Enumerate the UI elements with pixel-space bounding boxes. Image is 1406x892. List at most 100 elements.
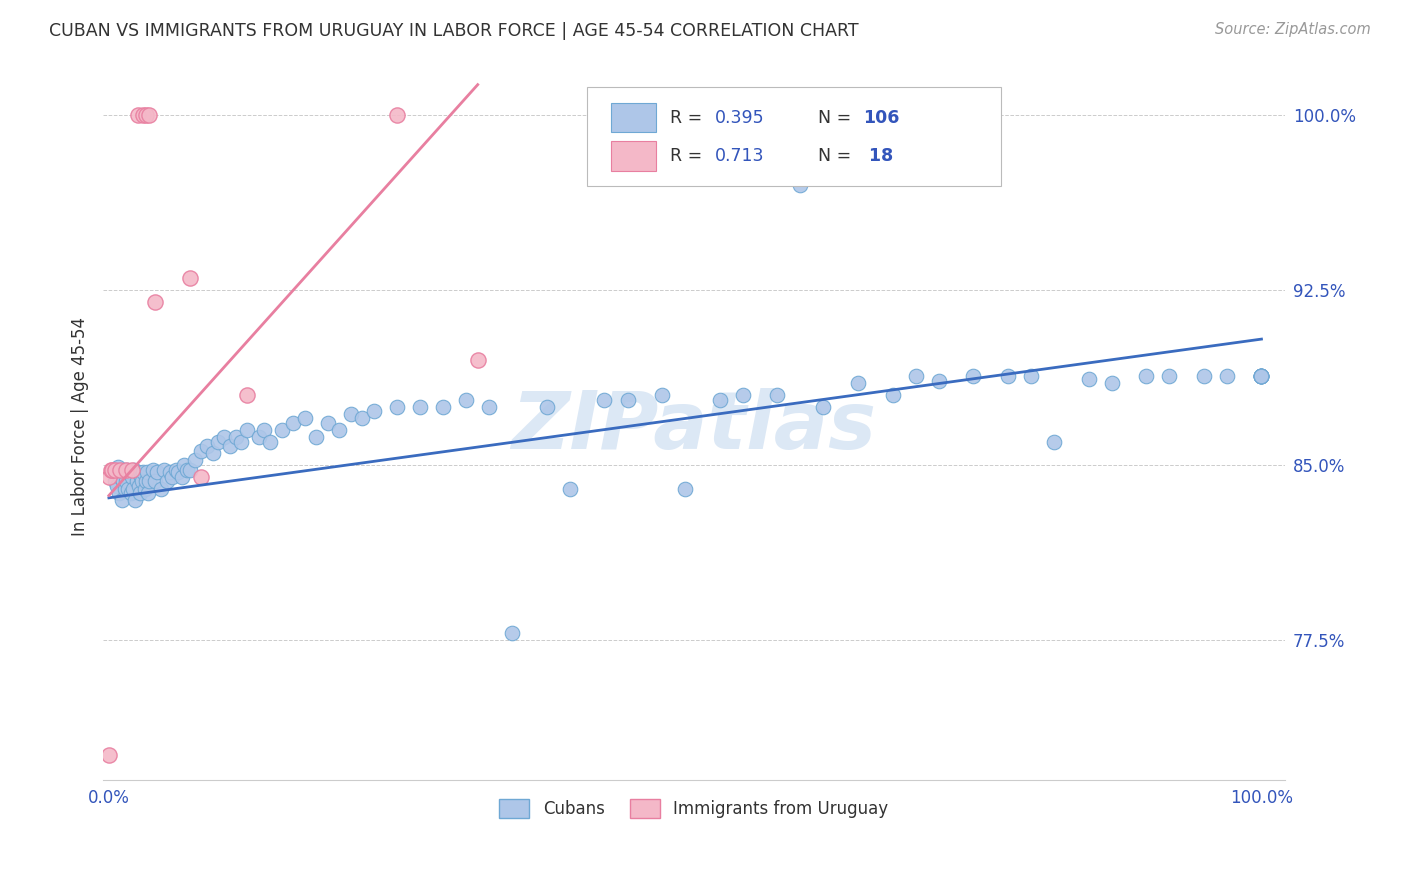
Point (122, 482, 145, 496)
Point (146, 465, 169, 479)
Point (201, 446, 224, 460)
Point (155, 475, 177, 489)
Text: Source: ZipAtlas.com: Source: ZipAtlas.com (1215, 22, 1371, 37)
Point (179, 463, 201, 477)
Legend: Cubans, Immigrants from Uruguay: Cubans, Immigrants from Uruguay (494, 792, 894, 825)
Point (1159, 369, 1181, 384)
Point (132, 108, 155, 122)
Point (142, 463, 165, 477)
Point (247, 430, 270, 444)
Point (110, 463, 132, 477)
Point (165, 463, 187, 477)
Point (136, 486, 159, 500)
Point (120, 486, 142, 500)
Point (114, 482, 136, 496)
Point (1250, 369, 1272, 384)
Point (129, 470, 152, 484)
Point (385, 400, 408, 414)
Point (1250, 369, 1272, 384)
Point (207, 434, 229, 449)
Point (813, 400, 835, 414)
Y-axis label: In Labor Force | Age 45-54: In Labor Force | Age 45-54 (72, 318, 89, 536)
Point (159, 465, 181, 479)
Point (179, 271, 201, 285)
Point (236, 388, 259, 402)
Point (305, 430, 328, 444)
Text: CUBAN VS IMMIGRANTS FROM URUGUAY IN LABOR FORCE | AGE 45-54 CORRELATION CHART: CUBAN VS IMMIGRANTS FROM URUGUAY IN LABO… (49, 22, 859, 40)
Point (1101, 376, 1123, 391)
Point (1135, 369, 1157, 384)
Point (173, 458, 195, 472)
Text: 18: 18 (863, 147, 893, 165)
Point (352, 411, 374, 425)
Point (149, 482, 172, 496)
Point (97, 747, 120, 762)
Point (340, 407, 363, 421)
FancyBboxPatch shape (612, 103, 657, 132)
Point (253, 423, 276, 437)
Point (432, 400, 454, 414)
Point (385, 108, 408, 122)
Point (231, 434, 253, 449)
Point (184, 453, 207, 467)
Point (128, 479, 150, 493)
Point (456, 392, 478, 407)
Point (997, 369, 1019, 384)
Point (904, 369, 927, 384)
Point (100, 463, 122, 477)
Point (283, 416, 305, 430)
Point (962, 369, 984, 384)
Point (225, 430, 247, 444)
Point (104, 465, 127, 479)
Point (121, 470, 143, 484)
Point (846, 376, 869, 391)
Point (709, 392, 731, 407)
Point (101, 463, 124, 477)
Point (108, 486, 131, 500)
Point (104, 475, 127, 489)
Point (115, 475, 138, 489)
Point (294, 411, 316, 425)
Point (467, 353, 489, 368)
Point (195, 440, 218, 454)
Point (107, 460, 129, 475)
Point (328, 423, 350, 437)
Point (153, 463, 176, 477)
Text: R =: R = (671, 147, 709, 165)
Point (593, 392, 616, 407)
Point (104, 463, 127, 477)
Point (134, 482, 156, 496)
Point (143, 294, 166, 309)
Point (536, 400, 558, 414)
Text: 106: 106 (863, 109, 898, 127)
Point (789, 178, 811, 192)
Point (1019, 369, 1042, 384)
Point (1250, 369, 1272, 384)
Point (1077, 372, 1099, 386)
Point (1250, 369, 1272, 384)
Point (651, 388, 673, 402)
Point (673, 482, 696, 496)
Point (111, 475, 134, 489)
Text: N =: N = (818, 147, 856, 165)
Point (162, 470, 184, 484)
Point (115, 463, 138, 477)
Point (129, 486, 152, 500)
Point (131, 475, 153, 489)
Text: 0.395: 0.395 (716, 109, 765, 127)
Point (882, 388, 904, 402)
FancyBboxPatch shape (612, 141, 657, 170)
Point (132, 465, 155, 479)
Point (124, 493, 146, 508)
Point (190, 444, 212, 458)
Point (1216, 369, 1239, 384)
Point (170, 470, 193, 484)
Point (1250, 369, 1272, 384)
Point (1250, 369, 1272, 384)
Point (127, 465, 149, 479)
Point (138, 108, 160, 122)
Point (112, 463, 135, 477)
Point (236, 423, 259, 437)
Point (135, 465, 157, 479)
Point (121, 463, 143, 477)
